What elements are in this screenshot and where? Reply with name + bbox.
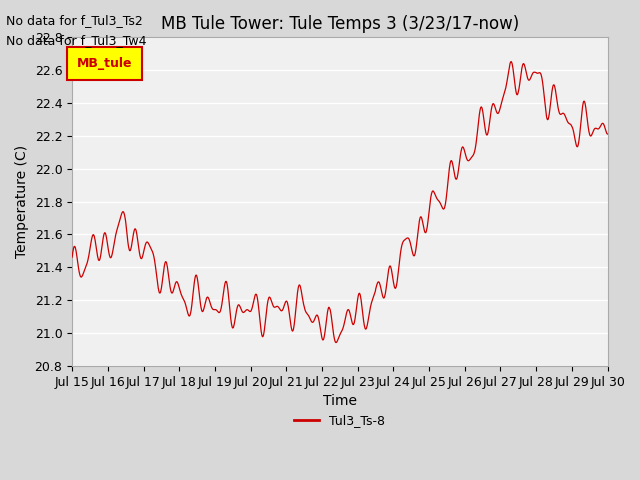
Title: MB Tule Tower: Tule Temps 3 (3/23/17-now): MB Tule Tower: Tule Temps 3 (3/23/17-now… <box>161 15 519 33</box>
FancyBboxPatch shape <box>67 47 141 80</box>
Legend: Tul3_Ts-8: Tul3_Ts-8 <box>289 409 390 432</box>
Y-axis label: Temperature (C): Temperature (C) <box>15 145 29 258</box>
Text: MB_tule: MB_tule <box>77 57 132 70</box>
Text: No data for f_Tul3_Tw4: No data for f_Tul3_Tw4 <box>6 34 147 47</box>
X-axis label: Time: Time <box>323 394 357 408</box>
Text: No data for f_Tul3_Ts2: No data for f_Tul3_Ts2 <box>6 14 143 27</box>
